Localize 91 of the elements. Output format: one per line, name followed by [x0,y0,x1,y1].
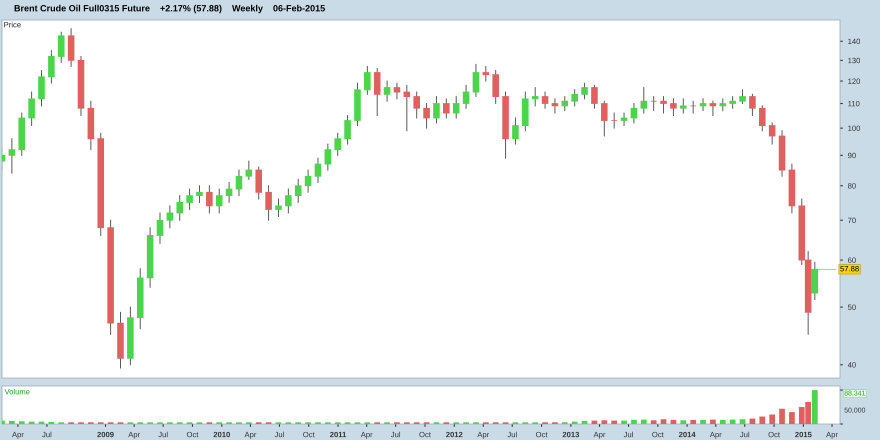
candlestick [581,82,588,100]
bar [631,420,637,424]
candlestick [176,195,184,221]
chart-title: Brent Crude Oil Full0315 Future +2.17% (57.88) Weekly 06-Feb-2015 [14,4,325,14]
candlestick [700,98,706,112]
candlestick [492,70,499,104]
candlestick [660,96,667,114]
candlestick [433,96,440,124]
bar [680,420,686,424]
bar [710,420,716,424]
candlestick [532,87,538,106]
candlestick [610,112,618,129]
candlestick [768,122,776,145]
candlestick [8,138,16,174]
candlestick [364,66,371,95]
bar [812,390,818,424]
candlestick [186,188,193,210]
candlestick [482,66,490,82]
candlestick [758,105,766,132]
candlestick [324,144,332,171]
candlestick [304,170,312,193]
candlestick [236,170,242,196]
candlestick [630,103,638,124]
candlestick [166,205,174,228]
candlestick [749,94,756,116]
bar [789,412,795,424]
candlestick [314,158,322,184]
candlestick [216,188,223,214]
bar [769,414,776,424]
bar [740,419,746,424]
candlestick [404,84,410,132]
candlestick [729,96,736,109]
candlestick [196,185,203,203]
candlestick [812,262,818,300]
candlestick [423,103,430,129]
candlestick [443,98,450,118]
bar [670,420,676,424]
candlestick [246,160,252,180]
candlestick [601,100,608,136]
candlestick [690,100,696,114]
bar [750,418,756,424]
candlestick [38,70,45,106]
bar [592,420,598,424]
bar [582,420,588,424]
candlestick [334,132,341,156]
candlestick [542,92,548,109]
candlestick [285,188,292,214]
candlestick [226,182,232,203]
candlestick [472,64,480,98]
bar [611,420,618,424]
candlestick [462,84,470,109]
candlestick [28,92,35,126]
bar [779,408,785,424]
candlestick [680,98,687,114]
candlestick [48,50,55,84]
bar [9,420,15,424]
bar [690,420,696,424]
candlestick [512,118,519,145]
candlestick [571,89,578,106]
candlestick [452,96,460,118]
bar [660,419,666,424]
candlestick [156,212,164,244]
candlestick [413,92,420,118]
bar [601,420,608,424]
candlestick [739,89,746,104]
candlestick [275,198,282,218]
candlestick [294,178,302,203]
candlestick [394,82,400,100]
bar [759,416,766,424]
candlestick [552,98,558,114]
bar [640,420,647,424]
candlestick [640,87,648,114]
candlestick [562,96,568,112]
candlestick [58,32,65,63]
bar [621,420,627,424]
candlestick [344,115,351,145]
candlestick [206,185,213,214]
candlestick [374,68,380,116]
bar [720,420,726,424]
candlestick [265,185,272,221]
candlestick [650,96,657,112]
candlestick [591,84,598,109]
candlestick [720,98,726,112]
candlestick [670,98,677,116]
candlestick [255,166,262,200]
bar [650,420,657,424]
bar [730,420,736,424]
candlestick [620,112,628,126]
bar [700,420,706,424]
candlestick [384,80,390,102]
candlestick [710,100,716,116]
